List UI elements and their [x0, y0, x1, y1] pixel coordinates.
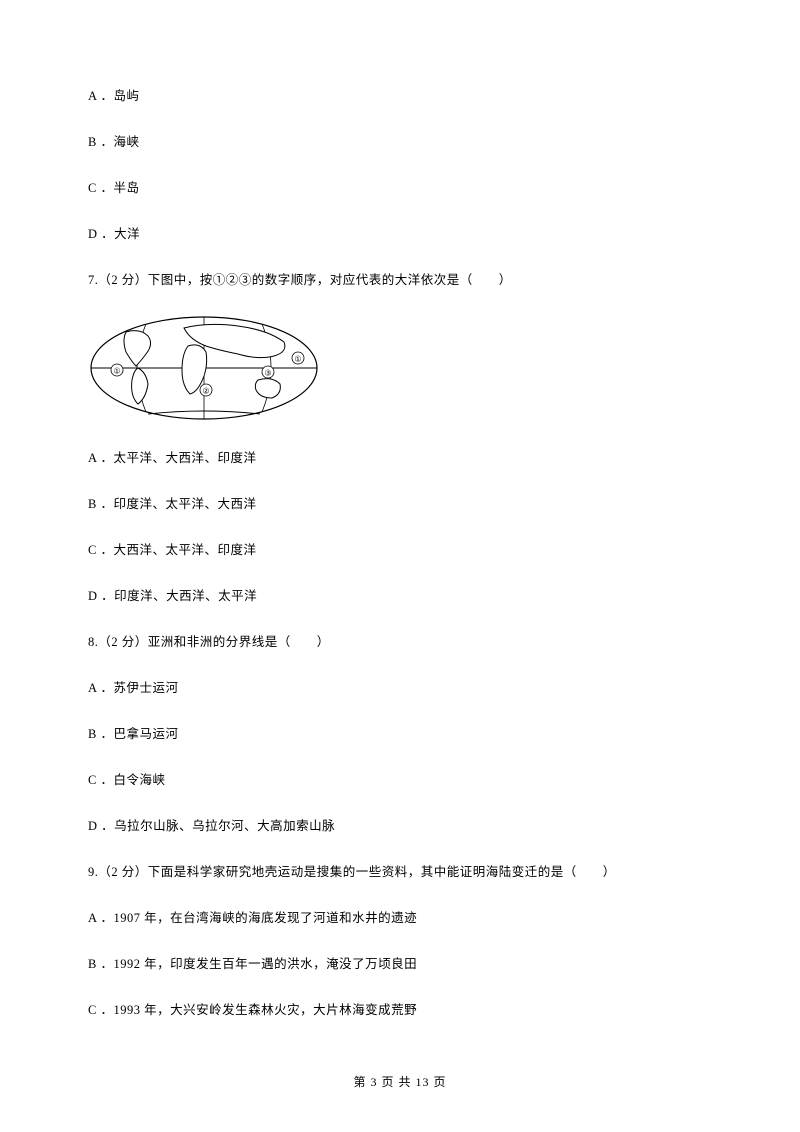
svg-text:①: ①	[113, 367, 120, 376]
q7-option-c[interactable]: C ．大西洋、太平洋、印度洋	[88, 542, 712, 560]
q9-option-b[interactable]: B ．1992 年，印度发生百年一遇的洪水，淹没了万顷良田	[88, 956, 712, 974]
svg-text:③: ③	[264, 369, 271, 378]
q6-option-d[interactable]: D ．大洋	[88, 226, 712, 244]
q7-option-b[interactable]: B ．印度洋、太平洋、大西洋	[88, 496, 712, 514]
q9-option-a[interactable]: A ．1907 年，在台湾海峡的海底发现了河道和水井的遗迹	[88, 910, 712, 928]
q9-stem: 9.（2 分）下面是科学家研究地壳运动是搜集的一些资料，其中能证明海陆变迁的是（…	[88, 864, 712, 882]
world-map-svg: ① ② ③ ①	[88, 314, 320, 422]
q6-option-b[interactable]: B ．海峡	[88, 134, 712, 152]
svg-text:①: ①	[294, 355, 301, 364]
world-map-figure: ① ② ③ ①	[88, 314, 712, 422]
q8-stem: 8.（2 分）亚洲和非洲的分界线是（ ）	[88, 634, 712, 652]
q6-option-a[interactable]: A ．岛屿	[88, 88, 712, 106]
q7-option-d[interactable]: D ．印度洋、大西洋、太平洋	[88, 588, 712, 606]
q9-option-c[interactable]: C ．1993 年，大兴安岭发生森林火灾，大片林海变成荒野	[88, 1002, 712, 1020]
q6-option-c[interactable]: C ．半岛	[88, 180, 712, 198]
page-footer: 第 3 页 共 13 页	[0, 1073, 800, 1090]
q8-option-c[interactable]: C ．白令海峡	[88, 772, 712, 790]
svg-text:②: ②	[202, 387, 209, 396]
q7-stem: 7.（2 分）下图中，按①②③的数字顺序，对应代表的大洋依次是（ ）	[88, 272, 712, 290]
q7-option-a[interactable]: A ．太平洋、大西洋、印度洋	[88, 450, 712, 468]
q8-option-a[interactable]: A ．苏伊士运河	[88, 680, 712, 698]
q8-option-b[interactable]: B ．巴拿马运河	[88, 726, 712, 744]
q8-option-d[interactable]: D ．乌拉尔山脉、乌拉尔河、大高加索山脉	[88, 818, 712, 836]
